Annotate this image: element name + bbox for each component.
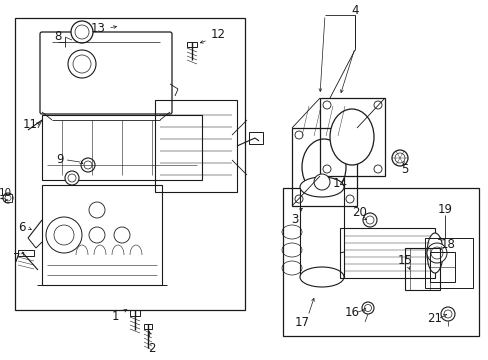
Bar [339, 228, 434, 278]
Bar [186, 42, 197, 47]
Text: 12: 12 [210, 28, 225, 41]
Circle shape [294, 195, 303, 203]
Circle shape [391, 150, 407, 166]
Bar [155, 100, 237, 192]
Ellipse shape [329, 109, 373, 165]
Text: 13: 13 [90, 22, 105, 35]
Text: 2: 2 [148, 342, 156, 355]
Circle shape [89, 202, 105, 218]
Circle shape [5, 195, 11, 201]
Circle shape [71, 21, 93, 43]
Bar [404, 248, 439, 290]
Circle shape [81, 158, 95, 172]
Circle shape [313, 174, 329, 190]
Text: 16: 16 [344, 306, 359, 319]
Text: 9: 9 [56, 153, 63, 166]
Circle shape [361, 302, 373, 314]
Text: 10: 10 [0, 188, 12, 198]
Circle shape [75, 25, 89, 39]
Circle shape [68, 174, 76, 182]
Ellipse shape [299, 177, 343, 197]
Circle shape [54, 225, 74, 245]
Bar [299, 187, 343, 277]
Circle shape [346, 131, 353, 139]
Circle shape [65, 171, 79, 185]
Text: 4: 4 [350, 4, 358, 17]
Text: 18: 18 [440, 238, 454, 252]
Ellipse shape [302, 139, 346, 195]
Bar [42, 185, 162, 285]
Circle shape [426, 243, 446, 263]
Bar [291, 128, 356, 206]
Circle shape [365, 216, 373, 224]
Circle shape [114, 227, 130, 243]
Ellipse shape [299, 267, 343, 287]
Bar [283, 188, 478, 336]
Bar [319, 98, 384, 176]
Bar [42, 115, 202, 180]
Text: 15: 15 [397, 253, 411, 266]
FancyBboxPatch shape [40, 32, 172, 114]
Circle shape [440, 307, 454, 321]
Text: 11: 11 [22, 118, 38, 131]
Circle shape [323, 165, 330, 173]
Text: 19: 19 [437, 203, 451, 216]
Circle shape [68, 50, 96, 78]
Bar [424, 238, 472, 288]
Text: 8: 8 [54, 31, 61, 44]
Circle shape [373, 101, 381, 109]
Text: 5: 5 [401, 163, 408, 176]
Text: 14: 14 [332, 177, 347, 190]
Text: 6: 6 [18, 221, 26, 234]
Circle shape [73, 55, 91, 73]
Text: 20: 20 [352, 207, 366, 220]
Text: 3: 3 [291, 213, 298, 226]
Circle shape [430, 247, 442, 259]
Bar [429, 252, 454, 282]
Circle shape [443, 310, 451, 318]
Ellipse shape [426, 233, 442, 273]
Text: 21: 21 [427, 311, 442, 324]
Circle shape [3, 193, 13, 203]
Circle shape [46, 217, 82, 253]
Bar [18, 250, 34, 256]
Text: 1: 1 [111, 310, 119, 323]
Bar [15, 18, 244, 310]
Circle shape [394, 153, 404, 163]
Circle shape [346, 195, 353, 203]
Circle shape [294, 131, 303, 139]
Circle shape [364, 305, 371, 311]
Bar [248, 132, 263, 144]
Bar [5, 194, 12, 202]
Text: 7: 7 [13, 252, 20, 265]
Circle shape [362, 213, 376, 227]
Text: 17: 17 [294, 315, 309, 328]
Circle shape [323, 101, 330, 109]
Circle shape [89, 227, 105, 243]
Bar [143, 324, 152, 329]
Bar [130, 310, 140, 316]
Circle shape [373, 165, 381, 173]
Circle shape [84, 161, 92, 169]
